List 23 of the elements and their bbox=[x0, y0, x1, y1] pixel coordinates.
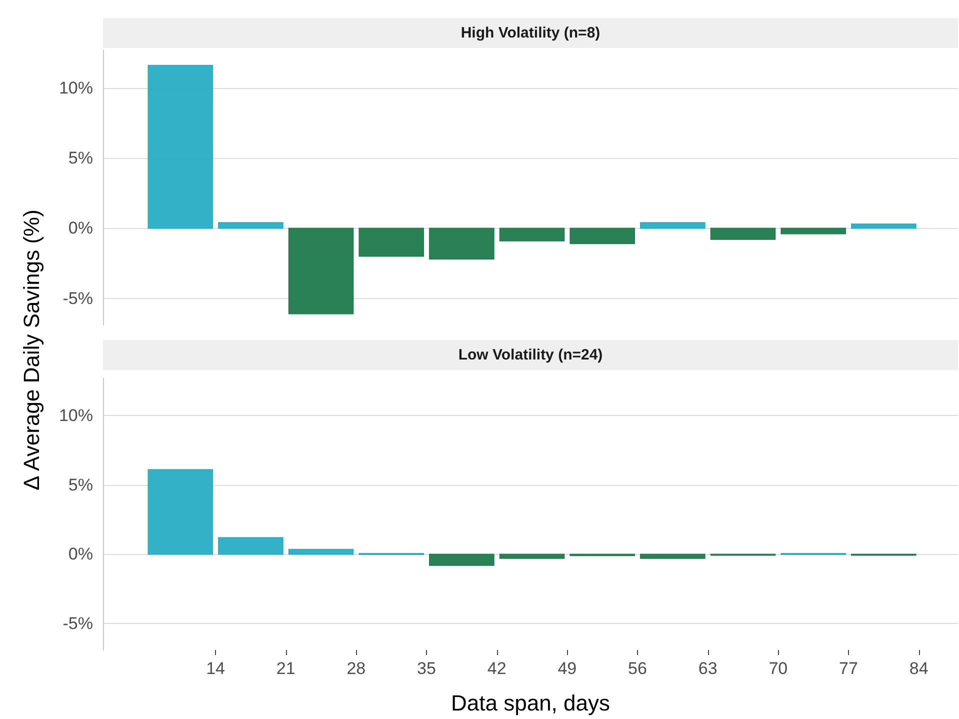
x-tick-label: 84 bbox=[909, 659, 928, 678]
x-tick-label: 63 bbox=[698, 659, 718, 678]
y-tick-label: 0% bbox=[68, 218, 93, 238]
x-tick-label: 42 bbox=[487, 659, 506, 678]
x-tick-label: 77 bbox=[839, 659, 858, 678]
x-tick-label: 35 bbox=[417, 659, 436, 678]
x-tick-label: 56 bbox=[628, 659, 647, 678]
x-tick-label: 49 bbox=[558, 659, 577, 678]
y-tick-label: 10% bbox=[58, 78, 93, 98]
x-tick-label: 21 bbox=[276, 659, 296, 678]
y-tick-label: 5% bbox=[68, 475, 93, 494]
y-tick-label: 10% bbox=[58, 406, 93, 425]
x-tick-label: 70 bbox=[768, 659, 788, 678]
chart-title: High Volatility (n=8) bbox=[460, 24, 600, 42]
y-axis-title: Δ Average Daily Savings (%) bbox=[19, 210, 45, 490]
chart-title: Low Volatility (n=24) bbox=[458, 346, 603, 364]
y-tick-label: -5% bbox=[62, 288, 93, 308]
x-axis-title: Data span, days bbox=[451, 690, 610, 716]
y-tick-label: 5% bbox=[68, 148, 93, 168]
y-tick-label: -5% bbox=[62, 614, 93, 634]
x-tick-label: 28 bbox=[346, 659, 366, 678]
x-tick-label: 14 bbox=[206, 659, 225, 678]
y-tick-label: 0% bbox=[68, 544, 93, 564]
